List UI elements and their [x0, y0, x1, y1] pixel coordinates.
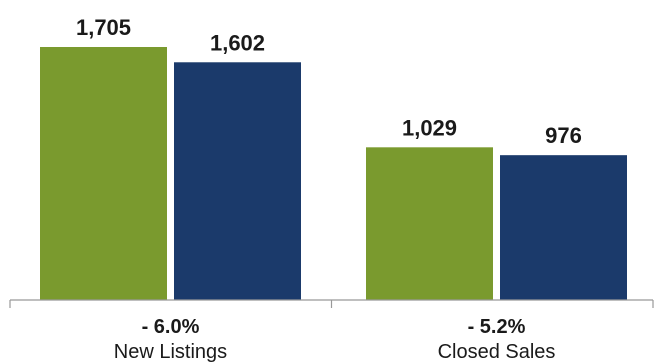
bar-0-0 [40, 47, 167, 300]
x-axis-ticks [9, 300, 654, 308]
bar-0-1 [174, 62, 301, 300]
value-label-0-1: 1,602 [210, 30, 265, 55]
value-label-1-0: 1,029 [402, 115, 457, 140]
bar-1-1 [500, 155, 627, 300]
bars-layer [40, 47, 627, 300]
category-label-1: Closed Sales [438, 341, 556, 363]
labels-layer: 1,705 1,602 - 6.0% New Listings 1,029 976 - 5.… [76, 15, 582, 363]
category-label-0: New Listings [114, 341, 227, 363]
value-label-0-0: 1,705 [76, 15, 131, 40]
change-label-0: - 6.0% [142, 316, 200, 338]
bar-1-0 [366, 147, 493, 300]
change-label-1: - 5.2% [468, 316, 526, 338]
value-label-1-1: 976 [545, 123, 582, 148]
